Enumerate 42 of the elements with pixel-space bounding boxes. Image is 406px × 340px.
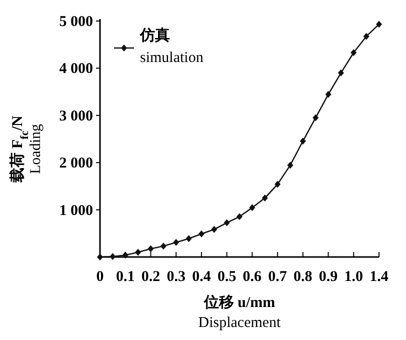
point (135, 248, 142, 256)
point (300, 138, 306, 145)
point (198, 230, 204, 238)
x-tick-label: 0.6 (242, 269, 262, 285)
x-tick-label: 1.0 (344, 269, 364, 285)
point (224, 219, 230, 226)
x-tick-label: 0.2 (141, 269, 160, 285)
point (236, 213, 242, 220)
point (376, 20, 382, 28)
x-axis-title: 位移 u/mm Displacement (198, 294, 282, 331)
x-tick-label: 0.7 (268, 269, 288, 285)
x-tick-label: 0.5 (217, 269, 236, 285)
point (325, 90, 332, 98)
point (312, 114, 319, 122)
point (186, 235, 192, 242)
x-tick-label: 0.9 (318, 269, 338, 285)
point (148, 245, 154, 252)
point (110, 253, 116, 260)
x-tick-label: 0.1 (116, 269, 135, 285)
point (97, 254, 103, 260)
x-tick-label: 0.3 (166, 269, 186, 285)
point (363, 32, 370, 40)
point (274, 180, 281, 188)
legend-label: 仿真 simulation (139, 27, 204, 66)
y-tick-label: 3 000 (59, 108, 93, 124)
point (160, 242, 166, 250)
point (262, 194, 268, 202)
x-tick-label: 0.8 (294, 269, 312, 285)
y-tick-label: 5 000 (59, 14, 93, 30)
point (287, 162, 294, 169)
point (350, 49, 357, 56)
point (122, 252, 128, 259)
x-tick-label: 0.4 (192, 269, 212, 285)
point (338, 69, 344, 76)
y-tick-label: 2 000 (59, 156, 93, 172)
point (211, 226, 218, 233)
y-tick-label: 4 000 (59, 61, 93, 78)
point (173, 238, 180, 246)
x-tick-label: 0 (96, 269, 104, 285)
y-tick-label: 1 000 (59, 202, 93, 219)
point (249, 204, 256, 212)
x-tick-label: 1.4 (370, 269, 389, 285)
